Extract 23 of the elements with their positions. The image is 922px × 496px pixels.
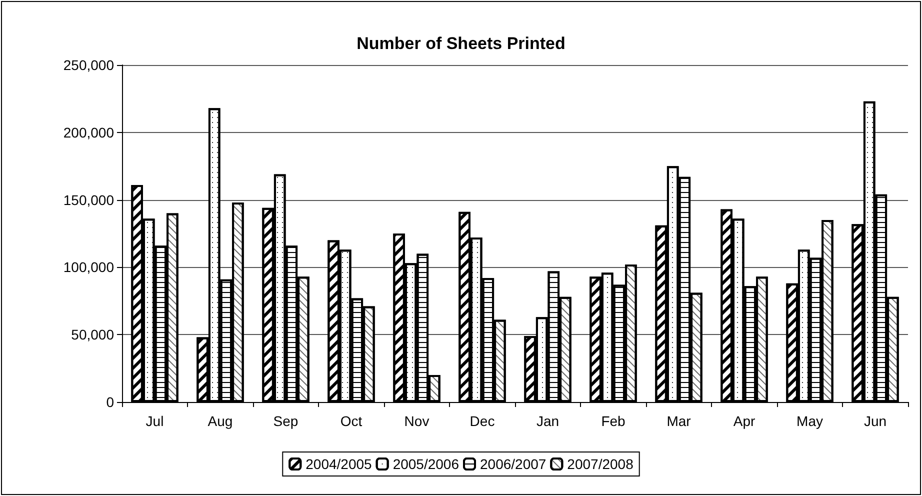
x-tick-label: Feb [601, 413, 626, 429]
x-tick-label: Sep [273, 413, 298, 429]
legend-label: 2007/2008 [567, 456, 634, 472]
x-tick-label: Jun [864, 413, 887, 429]
x-tick-label: Aug [208, 413, 233, 429]
y-tick-label: 0 [106, 394, 114, 410]
legend-label: 2006/2007 [480, 456, 546, 472]
x-tick-label: Apr [733, 413, 756, 429]
x-tick-label: May [796, 413, 823, 429]
x-tick-label: Nov [404, 413, 430, 429]
x-tick-label: Mar [666, 413, 692, 429]
chart-title: Number of Sheets Printed [356, 34, 566, 53]
legend-label: 2004/2005 [306, 456, 372, 472]
y-tick-label: 200,000 [63, 124, 114, 140]
x-tick-label: Dec [470, 413, 495, 429]
y-tick-label: 250,000 [63, 57, 114, 73]
x-tick-label: Oct [340, 413, 362, 429]
x-tick-label: Jan [536, 413, 560, 429]
y-tick-label: 100,000 [63, 259, 114, 276]
y-tick-label: 150,000 [63, 192, 114, 208]
x-tick-label: Jul [146, 413, 164, 429]
legend-label: 2005/2006 [392, 456, 460, 472]
y-tick-label: 50,000 [71, 326, 114, 343]
